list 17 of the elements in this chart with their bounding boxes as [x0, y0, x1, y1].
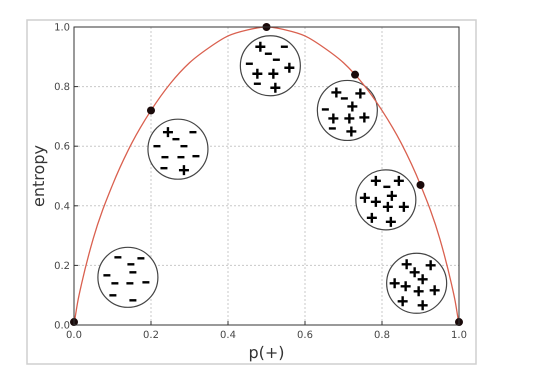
- x-tick-label: 0.6: [297, 330, 313, 341]
- x-tick-label: 0.8: [374, 330, 390, 341]
- x-axis-title: p(+): [248, 343, 285, 362]
- x-tick-label: 1.0: [451, 330, 467, 341]
- y-tick-label: 0.8: [54, 82, 70, 94]
- x-tick-label: 0.2: [143, 330, 159, 341]
- y-tick-label: 0.0: [54, 320, 70, 332]
- point: [147, 106, 155, 114]
- point: [351, 70, 360, 79]
- y-tick-label: 0.4: [54, 201, 70, 212]
- x-tick-label: 0.0: [66, 330, 82, 341]
- y-axis-title: entropy: [29, 145, 48, 207]
- y-tick-label: 0.2: [54, 260, 70, 272]
- point: [416, 180, 424, 189]
- y-tick-label: 0.6: [54, 142, 70, 153]
- x-tick-label: 0.4: [220, 330, 236, 341]
- y-tick-label: 1.0: [54, 22, 70, 34]
